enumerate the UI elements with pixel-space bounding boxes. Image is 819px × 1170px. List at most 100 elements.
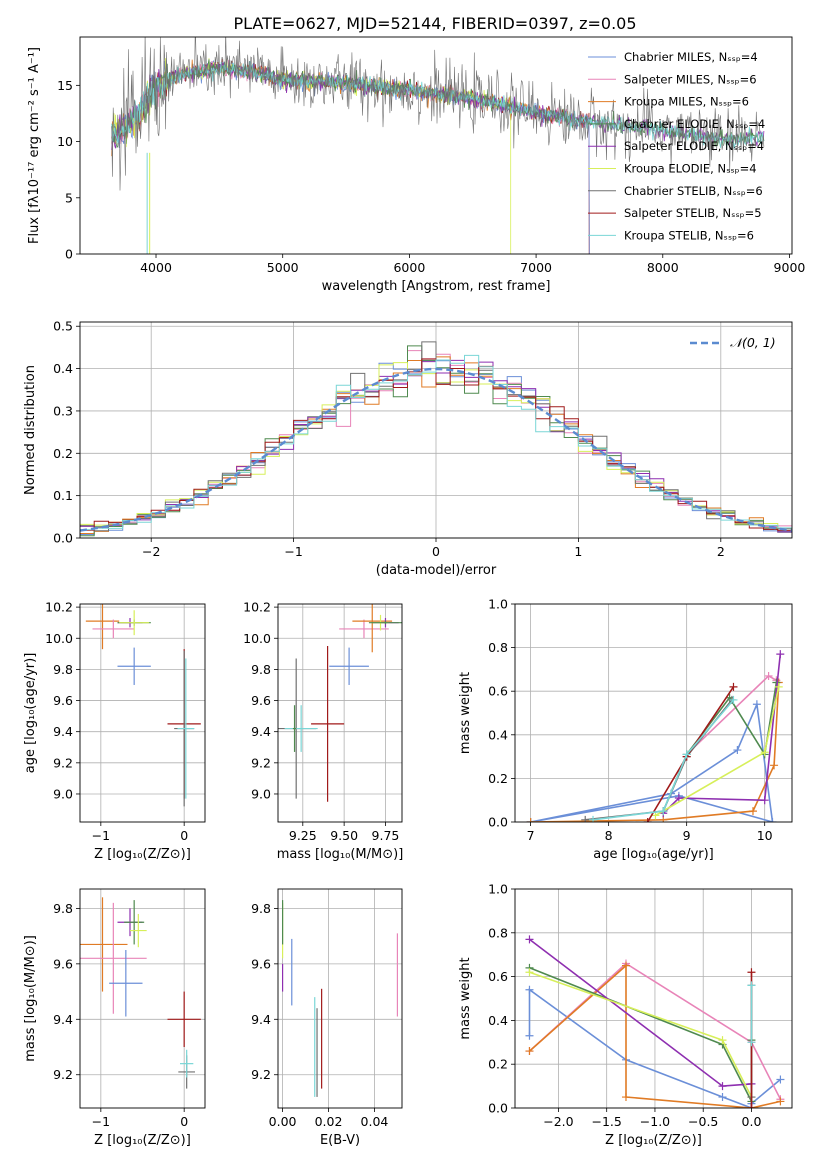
y-tick-label: 0.2: [488, 771, 508, 786]
marker-kroupa-miles: [621, 961, 630, 970]
y-tick-label: 9.4: [53, 1012, 73, 1027]
axes-frame: [277, 888, 403, 1109]
y-tick-label: 10: [57, 134, 73, 149]
line-kroupa-stelib: [592, 699, 735, 821]
panel-residual-histogram: −2 −1 0 1 2 0.0 0.1 0.2 0.3 0.4 0.5 (data-model)/er…: [23, 319, 793, 578]
x-tick-label: −1: [284, 544, 302, 559]
legend-label-chabrier-miles: Chabrier MILES, Nₛₛₚ=4: [624, 50, 758, 64]
line-kroupa-elodie: [529, 971, 753, 1098]
y-tick-label: 10.2: [45, 600, 73, 615]
marker-chabrier-miles: [776, 1075, 785, 1084]
marker-kroupa-stelib: [747, 981, 756, 990]
marker-chabrier-miles: [525, 985, 534, 994]
chart-layer: 4000 5000 6000 7000 8000 9000051015wavelength…: [23, 36, 806, 1148]
y-tick-label: 0.1: [53, 488, 73, 503]
x-tick-label: 0.00: [269, 1114, 297, 1129]
marker-salpeter-stelib: [747, 968, 756, 977]
y-tick-label: 9.8: [251, 662, 271, 677]
marker-kroupa-elodie: [760, 748, 769, 757]
y-tick-label: 9.4: [251, 724, 271, 739]
y-tick-label: 9.4: [53, 724, 73, 739]
y-tick-label: 0.4: [53, 361, 73, 376]
axes-frame: [514, 888, 793, 1109]
y-tick-label: 9.0: [53, 786, 73, 801]
y-axis-label: Normed distribution: [23, 365, 38, 495]
x-tick-label: 0: [180, 828, 188, 843]
y-tick-label: 9.8: [53, 901, 73, 916]
marker-salpeter-stelib: [729, 682, 738, 691]
marker-salpeter-elodie: [760, 796, 769, 805]
marker-kroupa-stelib: [589, 815, 598, 822]
y-axis-label: mass weight: [458, 672, 473, 754]
y-tick-label: 0.3: [53, 403, 73, 418]
y-axis-label: mass [log₁₀(M/M⊙)]: [23, 935, 38, 1062]
x-tick-label: 4000: [140, 260, 172, 275]
legend: 𝒩(0, 1): [690, 335, 776, 350]
marker-kroupa-miles: [526, 818, 535, 822]
spectrum-line-chabrier-stelib: [111, 37, 765, 191]
x-tick-label: −1.0: [640, 1114, 670, 1129]
y-tick-label: 9.8: [53, 662, 73, 677]
y-tick-label: 9.8: [251, 901, 271, 916]
y-tick-label: 0.5: [53, 319, 73, 334]
line-salpeter-miles: [686, 674, 777, 755]
line-chabrier-elodie: [662, 682, 778, 812]
x-axis-label: Z [log₁₀(Z/Z⊙)]: [94, 847, 191, 862]
x-axis-label: (data-model)/error: [376, 563, 497, 578]
y-tick-label: 10.2: [243, 600, 271, 615]
line-chabrier-miles: [530, 701, 774, 822]
marker-salpeter-stelib: [747, 1104, 756, 1108]
x-tick-label: −1.5: [592, 1114, 622, 1129]
x-tick-label: 2: [717, 544, 725, 559]
marker-kroupa-miles: [748, 807, 757, 816]
x-tick-label: 8: [605, 828, 613, 843]
plot-area: [526, 650, 785, 822]
x-tick-label: −0.5: [688, 1114, 718, 1129]
y-axis-label: Flux [fλ10⁻¹⁷ erg cm⁻² s⁻¹ A⁻¹]: [27, 47, 42, 244]
marker-kroupa-elodie: [774, 682, 783, 691]
y-tick-label: 5: [65, 190, 73, 205]
marker-salpeter-elodie: [776, 650, 785, 659]
marker-kroupa-stelib: [729, 695, 738, 704]
axes-frame: [79, 36, 793, 255]
plot-area: [111, 37, 765, 254]
line-chabrier-elodie: [529, 967, 753, 1102]
y-tick-label: 9.2: [53, 1067, 73, 1082]
legend-label-kroupa-miles: Kroupa MILES, Nₛₛₚ=6: [624, 95, 749, 109]
x-axis-label: wavelength [Angstrom, rest frame]: [322, 279, 551, 294]
y-tick-label: 0.2: [53, 446, 73, 461]
y-tick-label: 10.0: [243, 631, 271, 646]
x-axis-label: Z [log₁₀(Z/Z⊙)]: [94, 1133, 191, 1148]
y-tick-label: 0.4: [488, 1013, 508, 1028]
marker-chabrier-miles: [525, 1031, 534, 1040]
marker-kroupa-miles: [525, 1047, 534, 1056]
legend-label-salpeter-stelib: Salpeter STELIB, Nₛₛₚ=5: [624, 206, 762, 220]
normal-curve: [80, 367, 792, 532]
marker-chabrier-miles: [752, 700, 761, 709]
legend-label-chabrier-stelib: Chabrier STELIB, Nₛₛₚ=6: [624, 184, 763, 198]
x-tick-label: 9000: [774, 260, 806, 275]
plot-area: [80, 897, 201, 1089]
axes-frame: [514, 603, 793, 823]
marker-kroupa-elodie: [525, 968, 534, 977]
panel-spectrum: 4000 5000 6000 7000 8000 9000 0 5 10 15 wavelength…: [27, 36, 806, 294]
x-axis-label: E(B-V): [320, 1133, 360, 1148]
x-axis-label: age [log₁₀(age/yr)]: [593, 847, 714, 862]
y-tick-label: 0.8: [488, 640, 508, 655]
y-tick-label: 0.0: [488, 1101, 508, 1116]
panel-age-vs-mass: 9.25 9.50 9.75 9.0 9.2 9.4 9.6 9.8 10.0 10.2 mass …: [243, 600, 404, 862]
y-tick-label: 0.0: [53, 531, 73, 546]
axes-frame: [79, 603, 206, 823]
y-tick-label: 0.6: [488, 684, 508, 699]
x-tick-label: 0.0: [742, 1114, 762, 1129]
marker-salpeter-elodie: [525, 935, 534, 944]
y-tick-label: 1.0: [488, 882, 508, 897]
marker-chabrier-miles: [718, 1093, 727, 1102]
marker-kroupa-stelib: [659, 807, 668, 816]
marker-chabrier-miles: [768, 818, 777, 822]
x-tick-label: 9: [683, 828, 691, 843]
x-axis-label: mass [log₁₀(M/M⊙)]: [277, 847, 404, 862]
x-tick-label: 0.02: [315, 1114, 343, 1129]
y-tick-label: 9.6: [251, 693, 271, 708]
